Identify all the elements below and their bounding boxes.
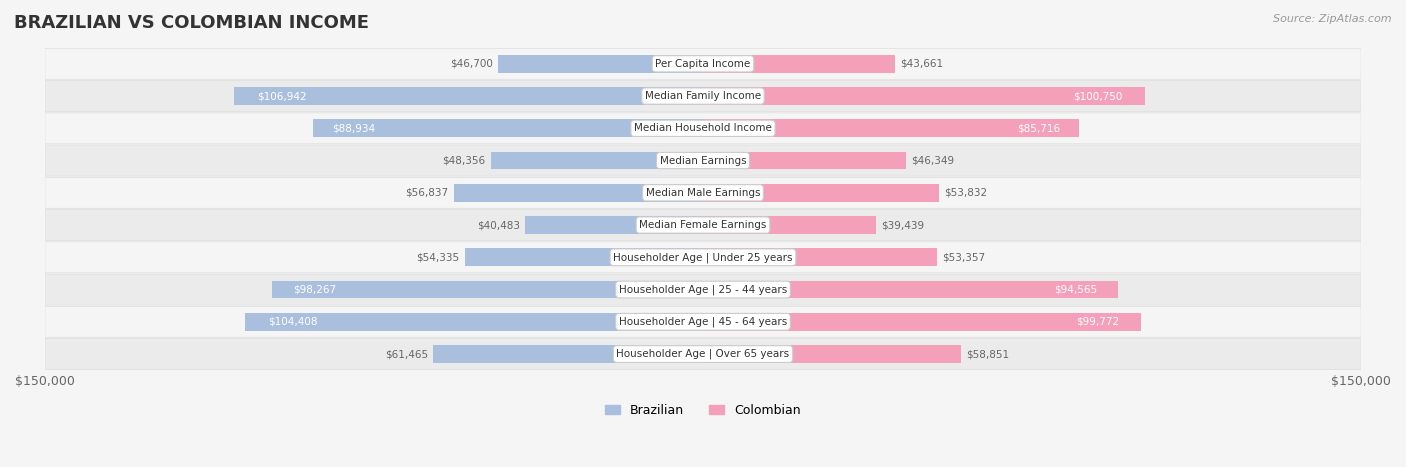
Text: Householder Age | Over 65 years: Householder Age | Over 65 years [616, 349, 790, 359]
FancyBboxPatch shape [45, 49, 1361, 79]
Text: $54,335: $54,335 [416, 252, 460, 262]
FancyBboxPatch shape [45, 81, 1361, 112]
Text: $61,465: $61,465 [385, 349, 427, 359]
Text: Median Male Earnings: Median Male Earnings [645, 188, 761, 198]
FancyBboxPatch shape [45, 177, 1361, 208]
Text: Householder Age | Under 25 years: Householder Age | Under 25 years [613, 252, 793, 262]
Text: $56,837: $56,837 [405, 188, 449, 198]
Text: $106,942: $106,942 [257, 91, 307, 101]
Bar [703, 87, 1144, 105]
Text: $104,408: $104,408 [269, 317, 318, 327]
Bar [314, 120, 703, 137]
Text: Per Capita Income: Per Capita Income [655, 59, 751, 69]
Text: $46,349: $46,349 [911, 156, 955, 166]
Text: $48,356: $48,356 [443, 156, 485, 166]
Text: BRAZILIAN VS COLOMBIAN INCOME: BRAZILIAN VS COLOMBIAN INCOME [14, 14, 368, 32]
Text: $58,851: $58,851 [966, 349, 1010, 359]
Text: $99,772: $99,772 [1076, 317, 1119, 327]
Bar [703, 313, 1140, 331]
FancyBboxPatch shape [45, 210, 1361, 241]
Bar [245, 313, 703, 331]
Text: $39,439: $39,439 [882, 220, 924, 230]
Bar [271, 281, 703, 298]
Text: Householder Age | 25 - 44 years: Householder Age | 25 - 44 years [619, 284, 787, 295]
Text: $46,700: $46,700 [450, 59, 494, 69]
FancyBboxPatch shape [45, 145, 1361, 176]
Text: $53,357: $53,357 [942, 252, 986, 262]
Bar [703, 345, 962, 363]
Bar [491, 152, 703, 170]
Bar [454, 184, 703, 202]
FancyBboxPatch shape [45, 306, 1361, 337]
Text: $85,716: $85,716 [1017, 123, 1060, 133]
Bar [464, 248, 703, 266]
FancyBboxPatch shape [45, 339, 1361, 369]
Bar [233, 87, 703, 105]
Bar [703, 216, 876, 234]
Bar [433, 345, 703, 363]
Text: Householder Age | 45 - 64 years: Householder Age | 45 - 64 years [619, 317, 787, 327]
Bar [703, 152, 907, 170]
Bar [703, 248, 936, 266]
Text: $100,750: $100,750 [1074, 91, 1123, 101]
Bar [703, 281, 1118, 298]
Text: $40,483: $40,483 [477, 220, 520, 230]
Legend: Brazilian, Colombian: Brazilian, Colombian [600, 399, 806, 422]
Text: Source: ZipAtlas.com: Source: ZipAtlas.com [1274, 14, 1392, 24]
Bar [703, 55, 894, 73]
Bar [703, 184, 939, 202]
Bar [526, 216, 703, 234]
FancyBboxPatch shape [45, 113, 1361, 144]
Text: $98,267: $98,267 [294, 284, 336, 295]
Text: $88,934: $88,934 [332, 123, 375, 133]
FancyBboxPatch shape [45, 274, 1361, 305]
Text: Median Household Income: Median Household Income [634, 123, 772, 133]
Text: Median Family Income: Median Family Income [645, 91, 761, 101]
Text: $53,832: $53,832 [945, 188, 987, 198]
Text: Median Earnings: Median Earnings [659, 156, 747, 166]
Text: $43,661: $43,661 [900, 59, 943, 69]
FancyBboxPatch shape [45, 242, 1361, 273]
Text: Median Female Earnings: Median Female Earnings [640, 220, 766, 230]
Bar [498, 55, 703, 73]
Bar [703, 120, 1078, 137]
Text: $94,565: $94,565 [1054, 284, 1097, 295]
